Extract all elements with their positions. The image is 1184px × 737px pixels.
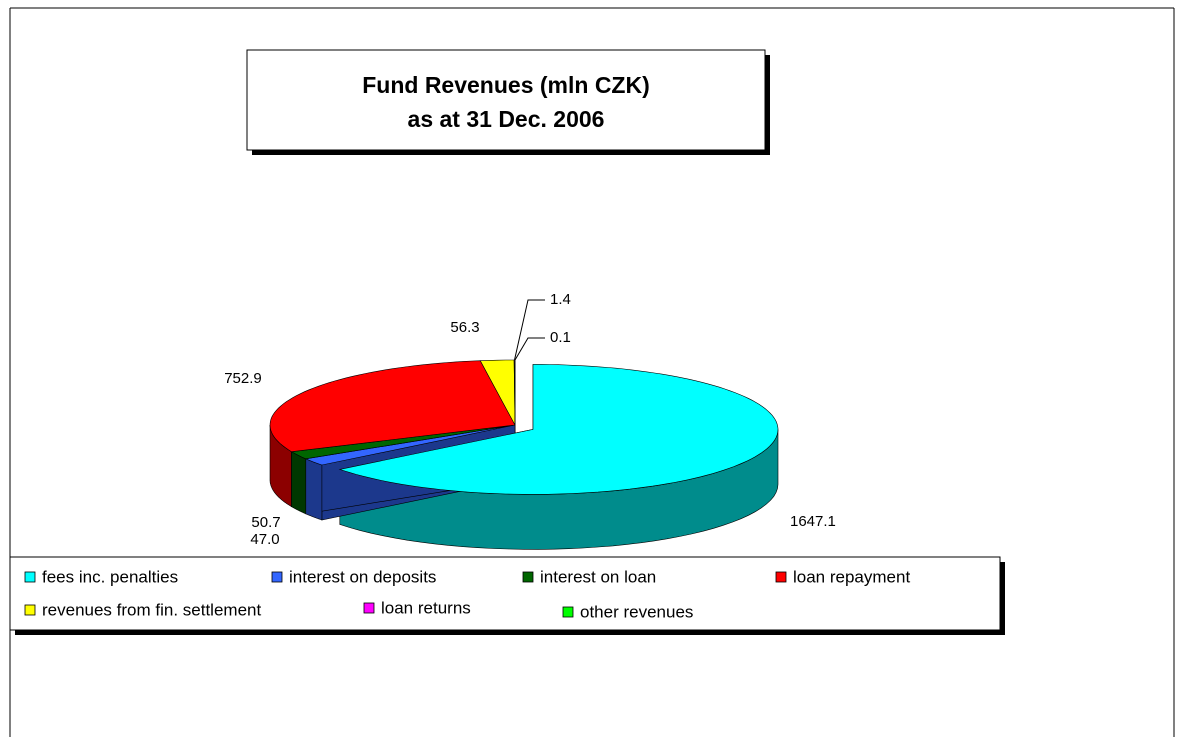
data-label: 50.7	[251, 514, 280, 531]
legend-label: revenues from fin. settlement	[42, 600, 261, 619]
legend-label: loan returns	[381, 598, 471, 617]
legend-box	[9, 556, 1001, 631]
legend-label: interest on deposits	[289, 567, 436, 586]
pie-slice	[269, 360, 516, 453]
chart-title: Fund Revenues (mln CZK)	[362, 72, 650, 98]
data-label: 56.3	[450, 319, 479, 336]
legend-swatch	[562, 606, 574, 618]
leader-line	[514, 299, 545, 361]
legend-swatch	[775, 571, 787, 583]
legend-label: loan repayment	[793, 567, 910, 586]
legend-swatch	[271, 571, 283, 583]
data-label: 1.4	[550, 291, 571, 308]
legend-swatch	[363, 602, 375, 614]
data-label: 752.9	[224, 370, 262, 387]
title-box	[246, 49, 766, 151]
chart-subtitle: as at 31 Dec. 2006	[408, 106, 605, 132]
legend-label: other revenues	[580, 602, 693, 621]
data-label: 47.0	[250, 531, 279, 548]
legend-swatch	[522, 571, 534, 583]
pie-slice	[338, 364, 779, 495]
leader-line	[514, 337, 545, 361]
pie-side	[291, 451, 307, 515]
pie	[269, 359, 779, 550]
legend-label: interest on loan	[540, 567, 656, 586]
legend-label: fees inc. penalties	[42, 567, 178, 586]
legend-swatch	[24, 571, 36, 583]
data-label: 0.1	[550, 329, 571, 346]
legend-swatch	[24, 604, 36, 616]
data-label: 1647.1	[790, 513, 836, 530]
pie-side	[305, 458, 323, 521]
